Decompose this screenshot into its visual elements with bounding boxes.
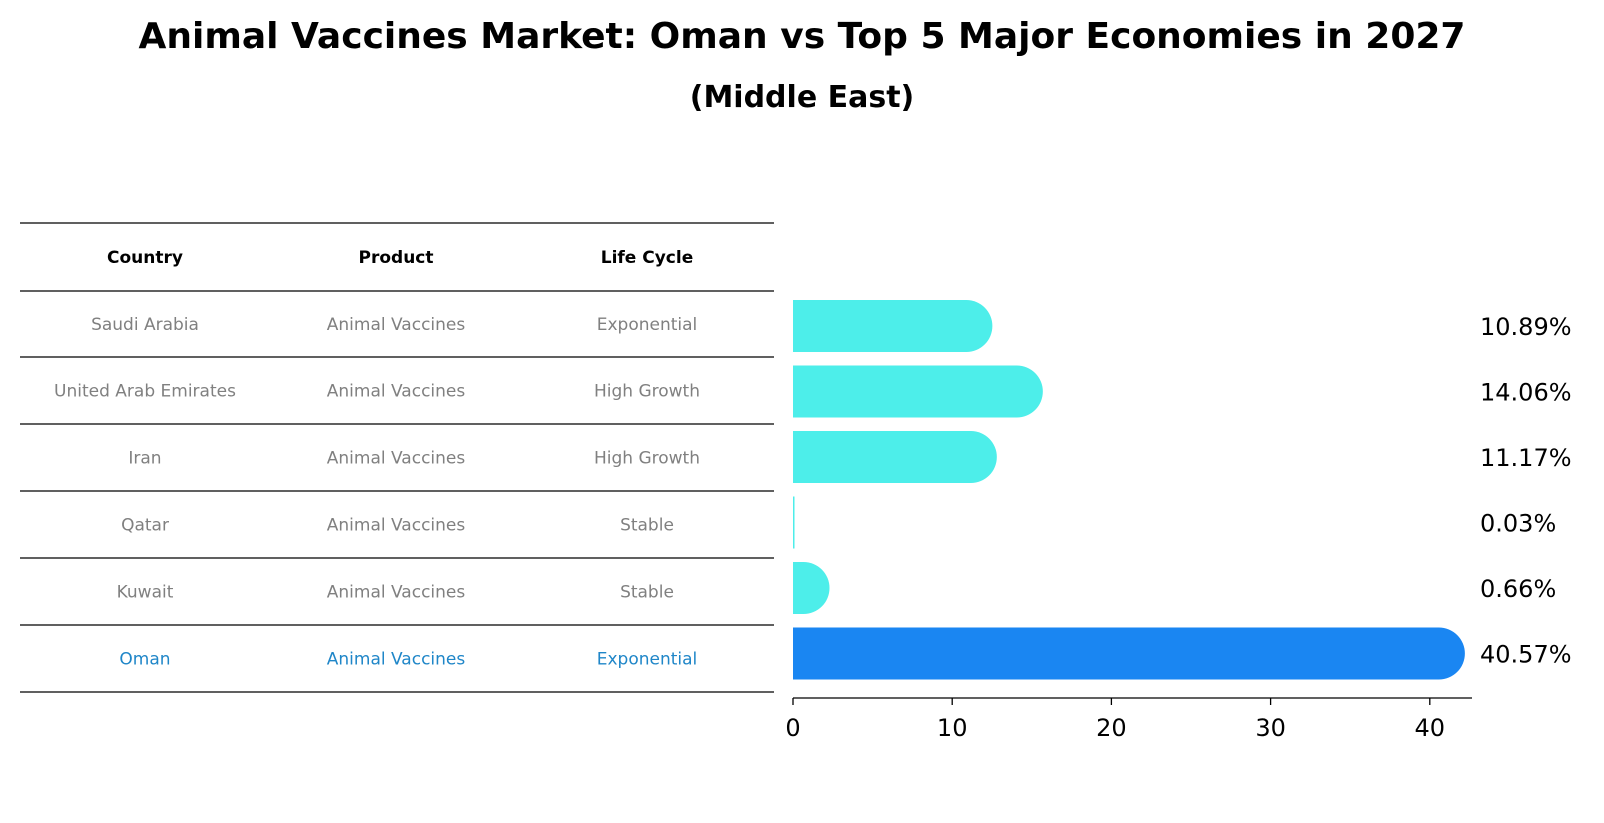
data-table: Country Product Life Cycle Saudi Arabia Anim… [20, 222, 774, 693]
table-cell: Exponential [597, 650, 698, 670]
bar-value-label: 14.06% [1480, 379, 1572, 407]
table-cell: Animal Vaccines [327, 315, 466, 335]
table-cell: Oman [119, 650, 170, 670]
bar [793, 300, 993, 352]
table-cell: Animal Vaccines [327, 583, 466, 603]
bar-value-label: 40.57% [1480, 641, 1572, 669]
bar-chart: 10.89% 14.06% 11.17% 0.03% 0.66% 40.57% 0 10 20 3… [785, 300, 1572, 742]
bar-value-label: 10.89% [1480, 313, 1572, 341]
bar-value-label: 0.66% [1480, 575, 1556, 603]
bar-value-label: 0.03% [1480, 510, 1556, 538]
bar [793, 496, 795, 549]
table-cell: Kuwait [117, 583, 174, 603]
table-cell: Animal Vaccines [327, 650, 466, 670]
chart-title: Animal Vaccines Market: Oman vs Top 5 Ma… [138, 16, 1466, 57]
bar [793, 627, 1465, 680]
table-cell: Stable [620, 516, 674, 536]
table-cell: Stable [620, 583, 674, 603]
table-header: Country [107, 248, 183, 268]
table-cell: Animal Vaccines [327, 382, 466, 402]
table-cell: Iran [128, 449, 161, 469]
bar-value-label: 11.17% [1480, 444, 1572, 472]
table-header: Product [359, 248, 434, 268]
table-cell: High Growth [594, 449, 700, 469]
table-header: Life Cycle [601, 248, 694, 268]
table-cell: High Growth [594, 382, 700, 402]
x-tick-label: 0 [785, 714, 800, 742]
table-cell: Qatar [121, 516, 169, 536]
x-tick-label: 10 [937, 714, 968, 742]
table-cell: Saudi Arabia [91, 315, 199, 335]
x-tick-label: 20 [1096, 714, 1127, 742]
table-cell: Exponential [597, 315, 698, 335]
x-tick-label: 30 [1255, 714, 1286, 742]
bar [793, 365, 1043, 418]
x-tick-label: 40 [1415, 714, 1446, 742]
bar [793, 562, 830, 614]
chart-subtitle: (Middle East) [689, 80, 915, 115]
table-cell: United Arab Emirates [54, 382, 236, 402]
table-cell: Animal Vaccines [327, 516, 466, 536]
bar [793, 431, 997, 483]
table-cell: Animal Vaccines [327, 449, 466, 469]
